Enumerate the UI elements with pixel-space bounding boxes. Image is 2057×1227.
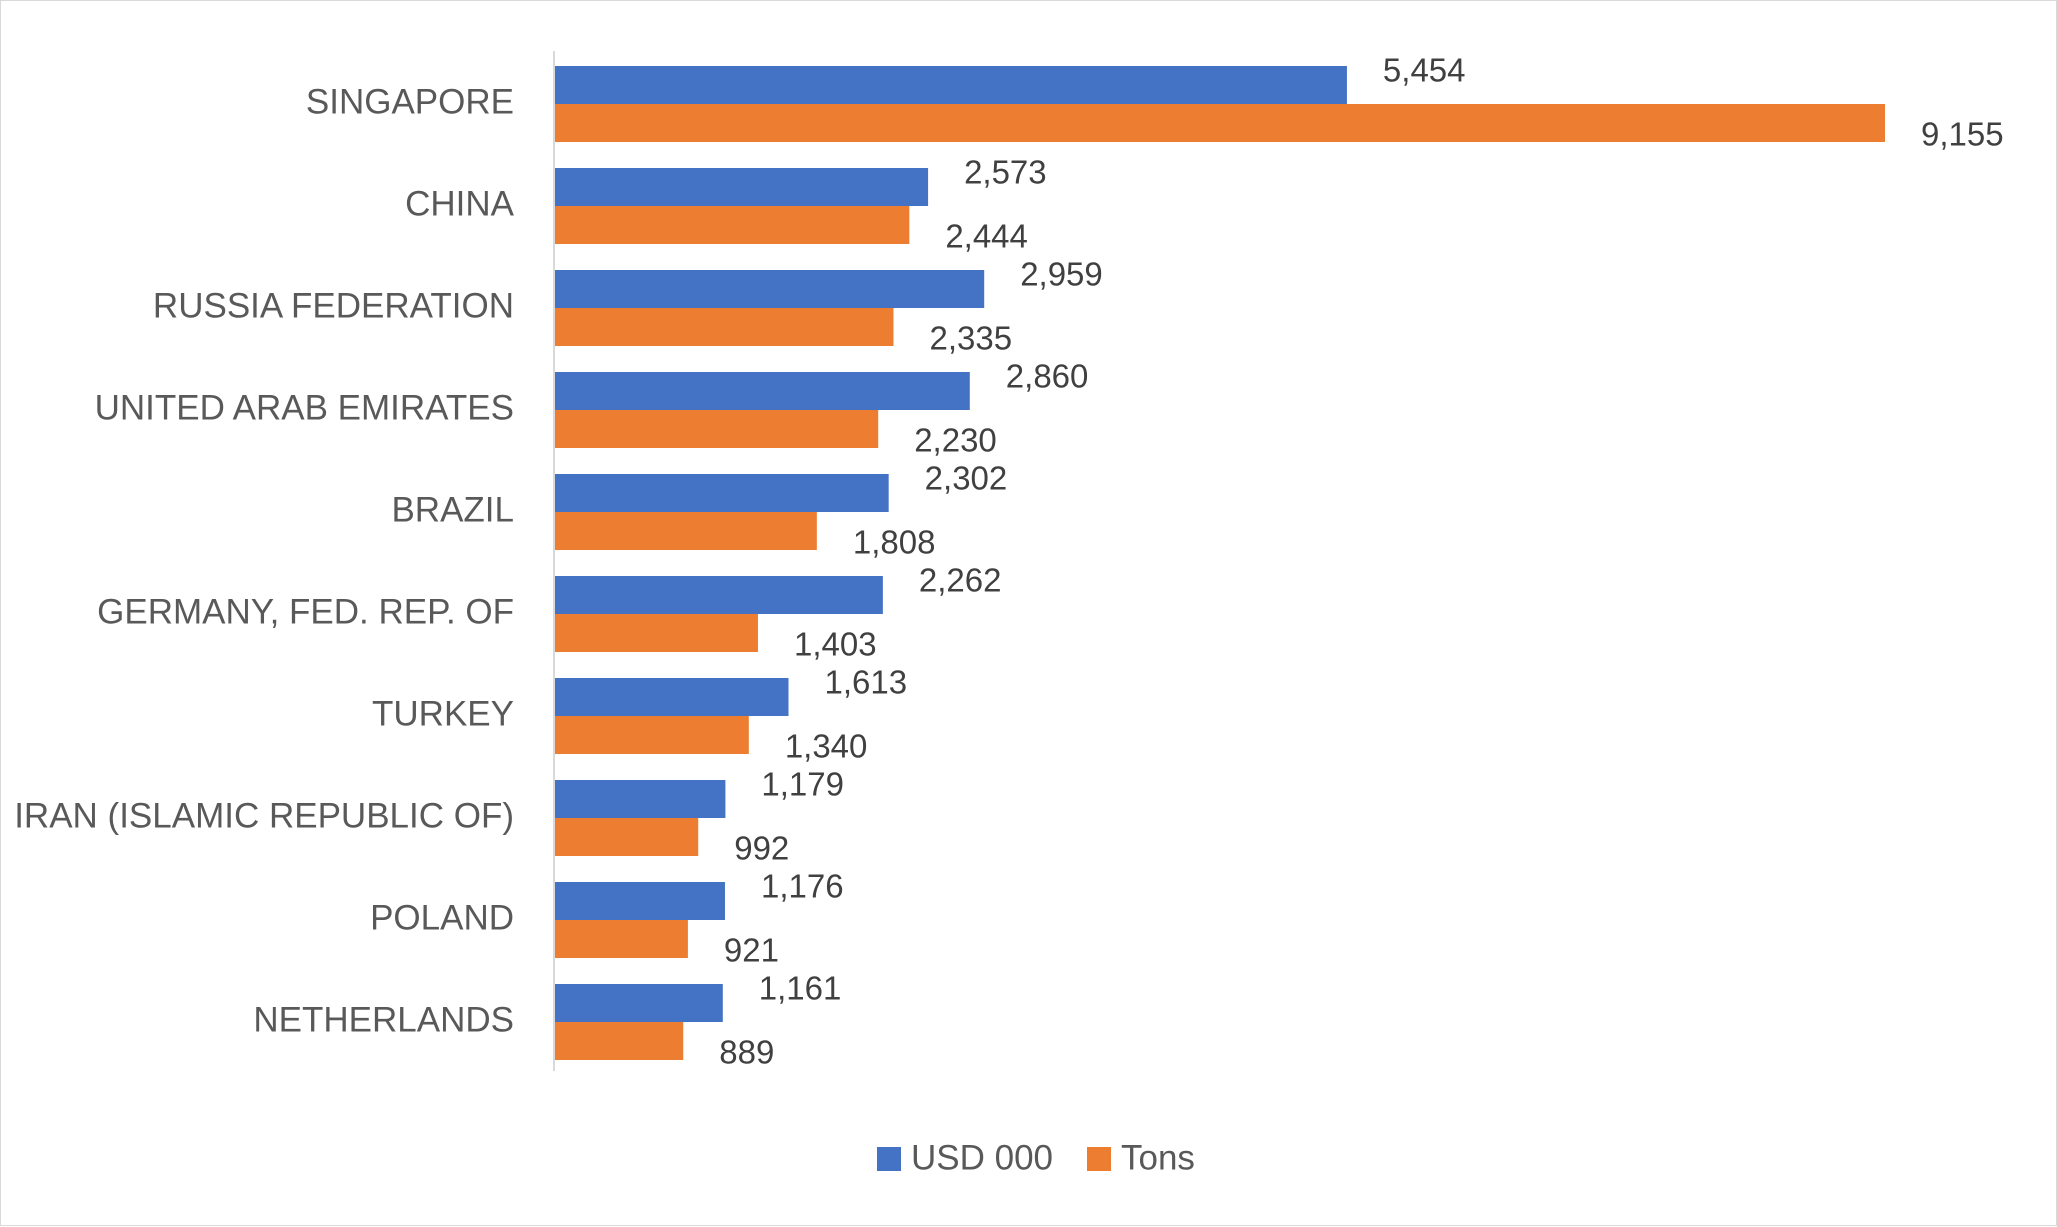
usd-bar — [554, 372, 970, 410]
usd-bar — [554, 168, 929, 206]
usd-data-label: 1,161 — [759, 970, 842, 1007]
labels-layer: 5,454 9,155 2,573 2,4442,9592,3352,8602,230… — [719, 52, 2003, 1071]
category-label: SINGAPORE — [306, 82, 514, 121]
tons-bar — [554, 206, 910, 244]
legend-item-usd: USD 000 — [877, 1138, 1053, 1177]
tons-data-label: 921 — [724, 932, 779, 969]
usd-data-label: 1,176 — [761, 868, 844, 905]
legend-label-usd: USD 000 — [911, 1138, 1053, 1177]
tons-data-label: 2,230 — [914, 422, 997, 459]
usd-bar — [554, 66, 1347, 104]
usd-bar — [554, 474, 889, 512]
tons-bar — [554, 410, 879, 448]
legend-item-tons: Tons — [1087, 1138, 1195, 1177]
category-label: POLAND — [370, 898, 514, 937]
category-label: IRAN (ISLAMIC REPUBLIC OF) — [14, 796, 514, 835]
legend-label-tons: Tons — [1121, 1138, 1195, 1177]
tons-bar — [554, 920, 688, 958]
tons-bar — [554, 308, 894, 346]
usd-bar — [554, 576, 883, 614]
usd-bar — [554, 678, 789, 716]
tons-bar — [554, 818, 699, 856]
category-label: BRAZIL — [391, 490, 514, 529]
category-label: GERMANY, FED. REP. OF — [97, 592, 514, 631]
usd-bar — [554, 780, 726, 818]
tons-bar — [554, 716, 749, 754]
legend: USD 000 Tons — [877, 1138, 1195, 1177]
tons-data-label: 889 — [719, 1034, 774, 1071]
usd-bar — [554, 270, 985, 308]
usd-data-label: 5,454 — [1383, 52, 1466, 89]
tons-bar — [554, 614, 758, 652]
category-label: RUSSIA FEDERATION — [153, 286, 514, 325]
tons-bar — [554, 512, 817, 550]
bars-layer — [554, 66, 1885, 1060]
category-label: CHINA — [405, 184, 515, 223]
legend-swatch-tons — [1087, 1147, 1111, 1171]
category-label: UNITED ARAB EMIRATES — [95, 388, 514, 427]
tons-data-label: 9,155 — [1921, 116, 2004, 153]
tons-bar — [554, 1022, 684, 1060]
legend-swatch-usd — [877, 1147, 901, 1171]
usd-data-label: 1,613 — [825, 664, 908, 701]
category-label: TURKEY — [372, 694, 514, 733]
tons-bar — [554, 104, 1885, 142]
usd-data-label: 2,302 — [925, 460, 1008, 497]
usd-data-label: 2,860 — [1006, 358, 1089, 395]
usd-data-label: 2,262 — [919, 562, 1002, 599]
usd-bar — [554, 984, 723, 1022]
category-label: NETHERLANDS — [253, 1000, 514, 1039]
tons-data-label: 992 — [734, 830, 789, 867]
tons-data-label: 2,335 — [929, 320, 1012, 357]
usd-bar — [554, 882, 725, 920]
tons-data-label: 2,444 — [945, 218, 1028, 255]
category-labels: SINGAPORE CHINA RUSSIA FEDERATION UNITED AR… — [14, 82, 514, 1039]
usd-data-label: 1,179 — [761, 766, 844, 803]
tons-data-label: 1,403 — [794, 626, 877, 663]
usd-data-label: 2,959 — [1020, 256, 1103, 293]
usd-data-label: 2,573 — [964, 154, 1047, 191]
tons-data-label: 1,808 — [853, 524, 936, 561]
tons-data-label: 1,340 — [785, 728, 868, 765]
